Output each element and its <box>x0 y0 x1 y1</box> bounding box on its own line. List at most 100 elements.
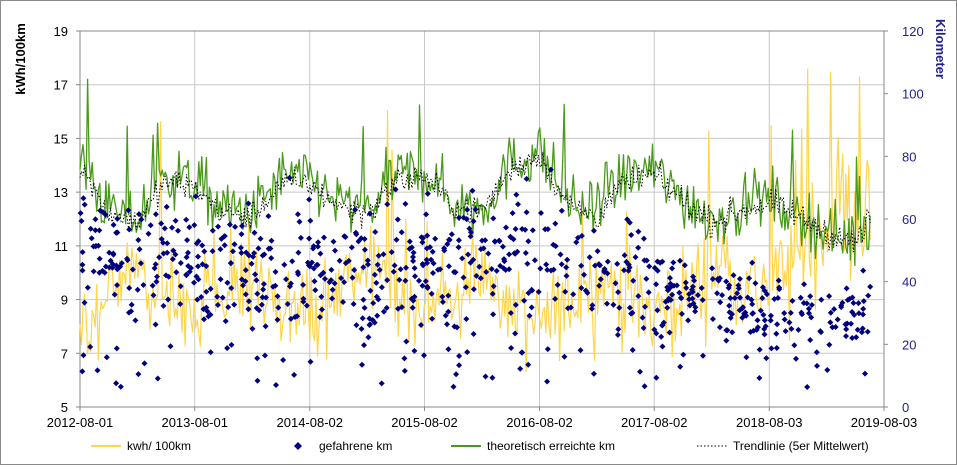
marker-gefahrene-km <box>254 290 261 297</box>
y-tick-label: 7 <box>61 346 68 361</box>
marker-gefahrene-km <box>808 314 815 321</box>
marker-gefahrene-km <box>165 296 172 303</box>
marker-gefahrene-km <box>294 211 301 218</box>
marker-gefahrene-km <box>462 284 469 291</box>
marker-gefahrene-km <box>297 234 304 241</box>
marker-gefahrene-km <box>160 302 167 309</box>
marker-gefahrene-km <box>361 246 368 253</box>
y2-tick-label: 120 <box>902 24 924 39</box>
legend-label: Trendlinie (5er Mittelwert) <box>733 439 869 453</box>
marker-gefahrene-km <box>229 248 236 255</box>
marker-gefahrene-km <box>786 319 793 326</box>
marker-gefahrene-km <box>565 305 571 312</box>
marker-gefahrene-km <box>428 256 435 263</box>
marker-gefahrene-km <box>408 244 415 251</box>
marker-gefahrene-km <box>376 266 383 273</box>
marker-gefahrene-km <box>117 383 124 390</box>
marker-gefahrene-km <box>748 296 755 303</box>
marker-gefahrene-km <box>420 262 427 269</box>
marker-gefahrene-km <box>578 262 585 269</box>
marker-gefahrene-km <box>135 371 142 378</box>
marker-gefahrene-km <box>410 254 416 260</box>
marker-gefahrene-km <box>79 368 86 375</box>
marker-gefahrene-km <box>759 284 766 291</box>
marker-gefahrene-km <box>80 195 87 202</box>
x-tick-label: 2018-08-03 <box>736 415 803 430</box>
marker-gefahrene-km <box>238 231 245 238</box>
marker-gefahrene-km <box>262 352 268 359</box>
marker-gefahrene-km <box>416 277 422 284</box>
marker-gefahrene-km <box>749 259 756 266</box>
marker-gefahrene-km <box>771 296 778 302</box>
marker-gefahrene-km <box>306 196 313 203</box>
marker-gefahrene-km <box>361 342 367 349</box>
marker-gefahrene-km <box>217 276 224 283</box>
marker-gefahrene-km <box>831 306 838 313</box>
marker-gefahrene-km <box>134 286 141 293</box>
marker-gefahrene-km <box>714 290 721 297</box>
marker-gefahrene-km <box>799 311 805 318</box>
marker-gefahrene-km <box>744 294 751 301</box>
marker-gefahrene-km <box>384 277 391 284</box>
marker-gefahrene-km <box>349 274 356 281</box>
marker-gefahrene-km <box>231 301 238 308</box>
marker-gefahrene-km <box>350 301 357 307</box>
marker-gefahrene-km <box>844 297 851 303</box>
marker-gefahrene-km <box>683 284 690 291</box>
marker-gefahrene-km <box>467 259 474 266</box>
marker-gefahrene-km <box>654 307 661 314</box>
marker-gefahrene-km <box>341 233 348 240</box>
marker-gefahrene-km <box>716 324 723 331</box>
marker-gefahrene-km <box>183 272 190 279</box>
marker-gefahrene-km <box>843 326 850 333</box>
marker-gefahrene-km <box>424 190 431 197</box>
marker-gefahrene-km <box>767 312 774 319</box>
marker-gefahrene-km <box>224 279 231 286</box>
marker-gefahrene-km <box>544 346 551 353</box>
marker-gefahrene-km <box>145 230 152 237</box>
marker-gefahrene-km <box>548 267 555 274</box>
marker-gefahrene-km <box>124 255 130 262</box>
marker-gefahrene-km <box>464 206 471 213</box>
marker-gefahrene-km <box>686 302 693 309</box>
marker-gefahrene-km <box>395 305 402 312</box>
marker-gefahrene-km <box>402 200 409 207</box>
x-tick-label: 2015-08-02 <box>391 415 458 430</box>
marker-gefahrene-km <box>604 270 611 277</box>
marker-gefahrene-km <box>714 276 721 282</box>
marker-gefahrene-km <box>694 292 701 299</box>
marker-gefahrene-km <box>500 265 507 272</box>
marker-gefahrene-km <box>393 236 400 243</box>
marker-gefahrene-km <box>760 311 767 318</box>
marker-gefahrene-km <box>253 277 260 284</box>
marker-gefahrene-km <box>596 282 603 289</box>
marker-gefahrene-km <box>768 345 775 352</box>
marker-gefahrene-km <box>621 267 627 274</box>
marker-gefahrene-km <box>781 316 788 323</box>
marker-gefahrene-km <box>723 278 730 285</box>
marker-gefahrene-km <box>646 263 653 270</box>
marker-gefahrene-km <box>467 229 474 236</box>
marker-gefahrene-km <box>544 266 551 273</box>
marker-gefahrene-km <box>161 225 168 232</box>
marker-gefahrene-km <box>322 275 328 282</box>
y2-tick-label: 80 <box>902 149 916 164</box>
marker-gefahrene-km <box>490 215 497 222</box>
marker-gefahrene-km <box>463 316 470 322</box>
marker-gefahrene-km <box>667 297 674 303</box>
marker-gefahrene-km <box>682 279 689 286</box>
marker-gefahrene-km <box>727 314 734 321</box>
marker-gefahrene-km <box>193 273 200 280</box>
y-tick-label: 17 <box>54 78 68 93</box>
marker-gefahrene-km <box>317 272 324 279</box>
y2-tick-label: 0 <box>902 400 909 415</box>
marker-gefahrene-km <box>806 310 812 317</box>
marker-gefahrene-km <box>245 306 252 313</box>
marker-gefahrene-km <box>756 346 763 353</box>
marker-gefahrene-km <box>709 316 716 322</box>
marker-gefahrene-km <box>805 305 812 312</box>
marker-gefahrene-km <box>641 383 648 390</box>
marker-gefahrene-km <box>429 248 436 255</box>
marker-gefahrene-km <box>492 238 498 245</box>
